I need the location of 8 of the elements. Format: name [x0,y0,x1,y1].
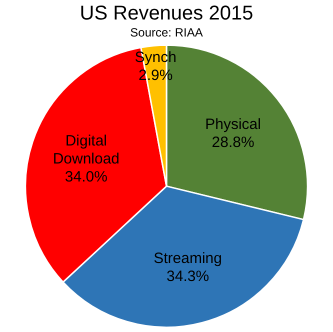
chart-subtitle: Source: RIAA [130,26,203,40]
data-label: 28.8% [212,134,254,152]
slice-label: Streaming [154,250,222,268]
chart-title: US Revenues 2015 [80,2,254,25]
slice-label: Digital Download [52,132,120,168]
data-label: 34.0% [64,168,108,186]
slice-label: Physical [205,116,261,134]
data-label: 34.3% [166,268,210,286]
